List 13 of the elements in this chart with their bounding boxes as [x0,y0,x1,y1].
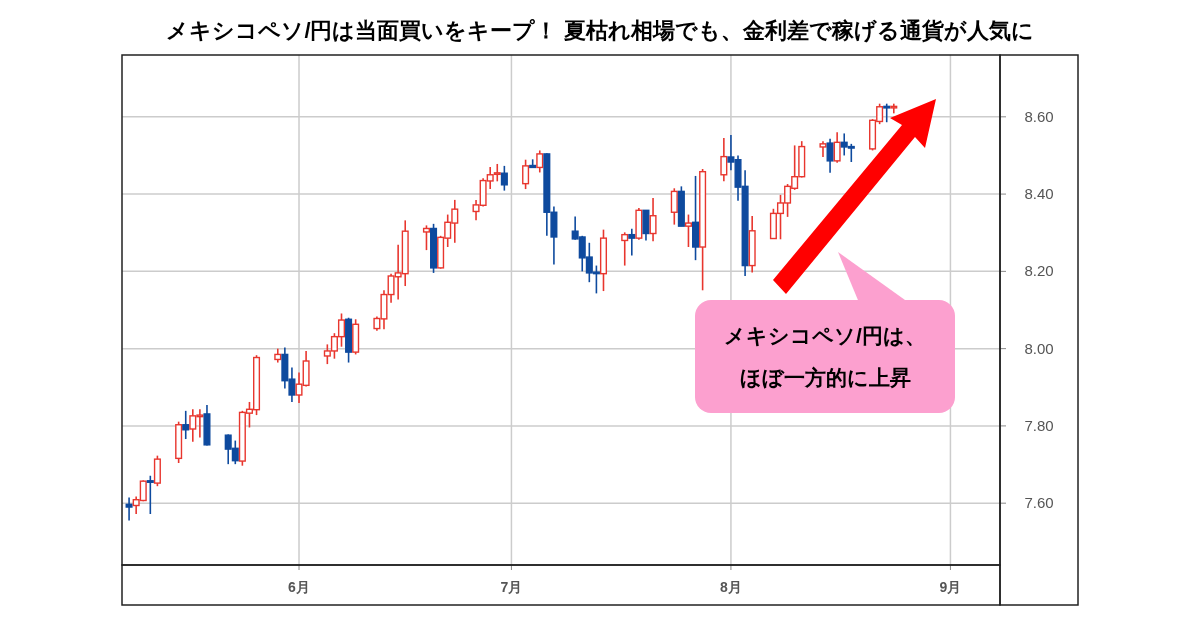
x-tick-label: 7月 [500,579,523,595]
chart-title: メキシコペソ/円は当面買いをキープ！ 夏枯れ相場でも、金利差で稼げる通貨が人気に [166,18,1034,43]
x-tick-label: 9月 [939,579,962,595]
annotation: ほぼ一方的に上昇 [739,366,911,389]
y-tick-label: 8.40 [1024,185,1054,203]
annotation: メキシコペソ/円は、 [724,324,926,347]
y-tick-label: 8.20 [1024,262,1054,280]
x-tick-label: 8月 [720,579,742,595]
x-tick-label: 6月 [288,579,310,595]
y-tick-label: 8.00 [1024,339,1054,357]
y-tick-label: 8.60 [1024,107,1054,125]
y-tick-label: 7.80 [1024,416,1054,434]
y-tick-label: 7.60 [1024,494,1054,512]
